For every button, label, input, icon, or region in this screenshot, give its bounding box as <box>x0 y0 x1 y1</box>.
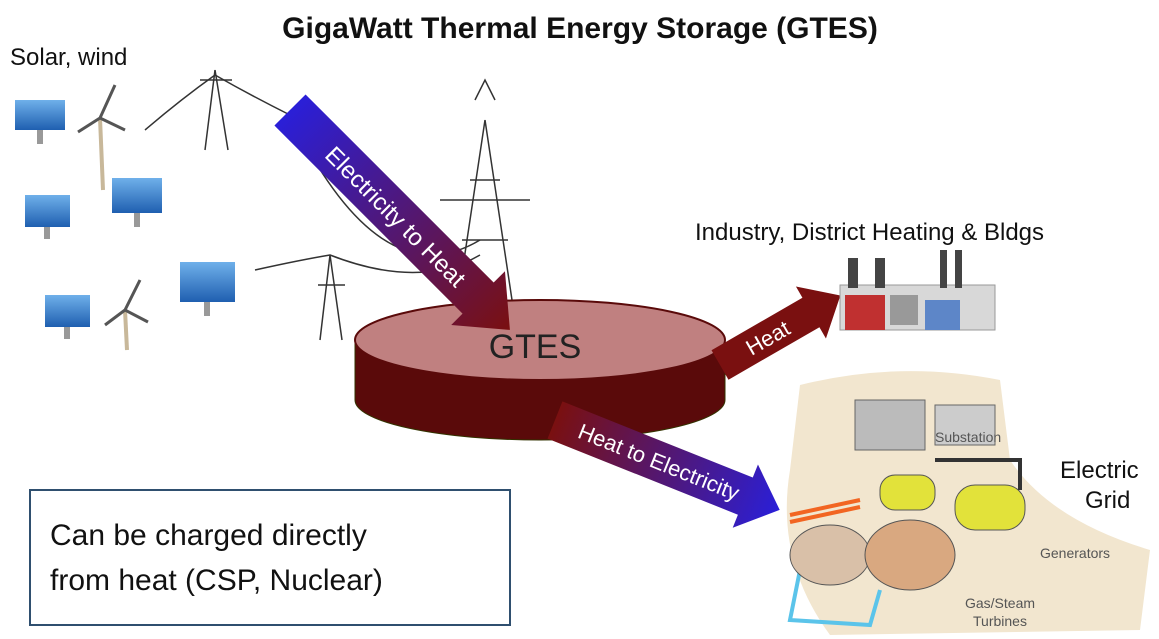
title: GigaWatt Thermal Energy Storage (GTES) <box>282 12 878 45</box>
charge-label: Electricity to Heat <box>319 142 470 293</box>
grid-illustration: Substation Generators Gas/Steam Turbines <box>786 371 1150 635</box>
turbines-label: Turbines <box>973 613 1027 629</box>
solar-panels <box>15 100 235 339</box>
heat-arrow: Heat <box>711 286 841 380</box>
industry-icon <box>839 250 996 331</box>
storage-label: GTES <box>489 328 582 366</box>
grid-label: Electric <box>1060 457 1139 484</box>
discharge-label: Heat to Electricity <box>575 419 743 506</box>
wind-turbines <box>77 84 149 351</box>
note-box <box>29 489 511 626</box>
note-text: from heat (CSP, Nuclear) <box>50 564 383 597</box>
substation-label: Substation <box>935 429 1001 445</box>
turbines-label: Gas/Steam <box>965 595 1035 611</box>
generators-label: Generators <box>1040 545 1110 561</box>
sources-label: Solar, wind <box>10 44 127 71</box>
grid-label: Grid <box>1085 487 1130 514</box>
storage-cylinder: GTES <box>354 299 726 441</box>
industry-label: Industry, District Heating & Bldgs <box>695 219 1044 246</box>
note-text: Can be charged directly <box>50 519 367 552</box>
